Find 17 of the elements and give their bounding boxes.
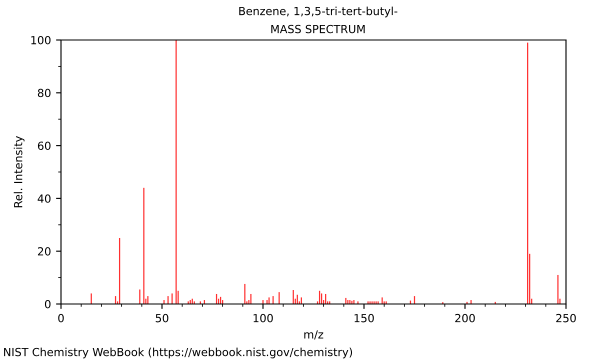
y-tick-label: 60 bbox=[38, 142, 51, 150]
chart-title: Benzene, 1,3,5-tri-tert-butyl- bbox=[239, 6, 398, 18]
x-tick-label: 150 bbox=[354, 314, 374, 322]
x-tick-label: 50 bbox=[156, 314, 168, 322]
x-tick-label: 100 bbox=[254, 314, 273, 322]
y-tick-label: 80 bbox=[38, 88, 51, 98]
x-axis-title: m/z bbox=[304, 330, 324, 340]
chart-subtitle: MASS SPECTRUM bbox=[271, 24, 365, 34]
y-tick-label: 20 bbox=[38, 247, 51, 256]
text: NIST Chemistry WebBook (https://webbook.nist.gov/chemistry) bbox=[4, 348, 352, 358]
y-tick-label: 0 bbox=[44, 300, 51, 308]
x-tick-label: 0 bbox=[58, 314, 64, 322]
y-axis-title: Rel. Intensity bbox=[14, 136, 25, 208]
y-tick-label: 40 bbox=[38, 194, 51, 203]
x-tick-label: 200 bbox=[455, 314, 475, 322]
y-tick-label: 100 bbox=[31, 36, 51, 44]
x-tick-label: 250 bbox=[556, 314, 576, 322]
